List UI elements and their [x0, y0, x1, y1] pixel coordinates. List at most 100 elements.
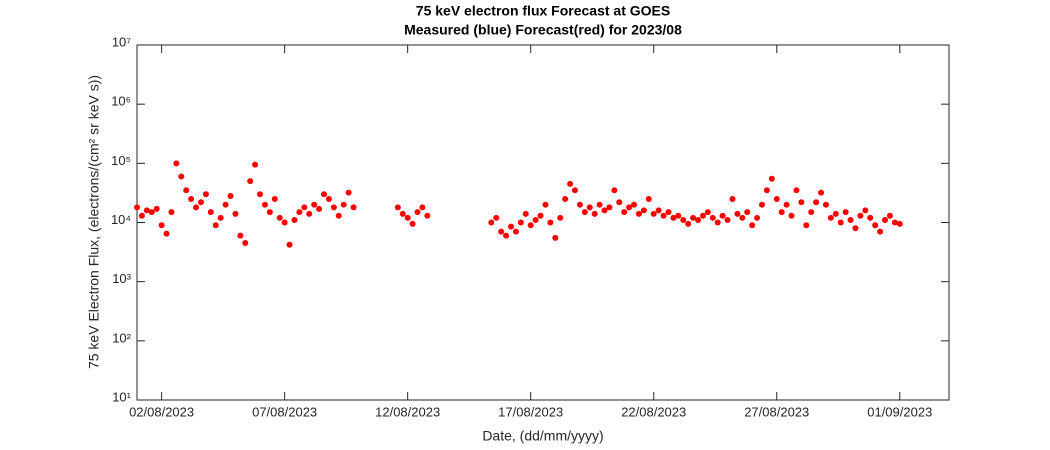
data-point [291, 217, 298, 224]
data-point [808, 209, 815, 216]
data-point [242, 240, 249, 247]
y-tick-label: 10¹ [112, 389, 131, 404]
data-point [709, 214, 716, 221]
data-point [699, 212, 706, 219]
data-point [581, 209, 588, 216]
data-point [178, 173, 185, 180]
chart-subtitle: Measured (blue) Forecast(red) for 2023/0… [404, 22, 682, 38]
data-point [286, 241, 293, 248]
data-point [803, 222, 810, 229]
data-point [818, 189, 825, 196]
data-point [591, 210, 598, 217]
y-tick-label: 10² [112, 330, 131, 345]
data-point [601, 207, 608, 214]
data-point [749, 222, 756, 229]
x-tick-label: 01/09/2023 [867, 404, 932, 419]
data-point [350, 204, 357, 211]
data-point [503, 232, 510, 239]
data-point [773, 195, 780, 202]
data-point [547, 219, 554, 226]
data-point [148, 209, 155, 216]
data-point [837, 219, 844, 226]
data-point [650, 210, 657, 217]
data-point [739, 214, 746, 221]
y-tick-label: 10⁴ [111, 212, 131, 227]
data-point [399, 210, 406, 217]
data-point [335, 212, 342, 219]
x-tick-label: 27/08/2023 [744, 404, 809, 419]
data-point [877, 228, 884, 235]
data-point [882, 217, 889, 224]
data-point [616, 199, 623, 206]
data-point [222, 201, 229, 208]
data-point [340, 201, 347, 208]
data-point [517, 219, 524, 226]
data-point [325, 195, 332, 202]
data-point [276, 214, 283, 221]
data-point [832, 210, 839, 217]
data-point [143, 207, 150, 214]
data-point [404, 214, 411, 221]
data-point [409, 220, 416, 227]
data-point [631, 201, 638, 208]
data-point [252, 161, 259, 168]
data-point [665, 209, 672, 216]
data-point [729, 195, 736, 202]
plot-frame [136, 44, 950, 401]
data-point [886, 212, 893, 219]
data-point [197, 199, 204, 206]
data-point [744, 209, 751, 216]
data-point [498, 228, 505, 235]
data-point [552, 234, 559, 241]
data-point [158, 222, 165, 229]
x-axis-label: Date, (dd/mm/yyyy) [482, 428, 603, 444]
data-point [719, 212, 726, 219]
data-point [296, 209, 303, 216]
data-point [586, 204, 593, 211]
data-point [606, 204, 613, 211]
data-point [542, 201, 549, 208]
y-tick-label: 10⁶ [111, 94, 131, 109]
data-point [330, 204, 337, 211]
data-point [493, 214, 500, 221]
data-point [488, 219, 495, 226]
y-tick-label: 10⁷ [112, 34, 131, 49]
data-point [227, 193, 234, 200]
data-point [394, 204, 401, 211]
data-point [626, 204, 633, 211]
data-point [724, 217, 731, 224]
data-point [852, 225, 859, 232]
data-point [788, 212, 795, 219]
data-point [690, 214, 697, 221]
data-point [537, 212, 544, 219]
data-point [237, 232, 244, 239]
data-point [567, 180, 574, 187]
data-point [183, 187, 190, 194]
data-point [635, 210, 642, 217]
data-point [827, 214, 834, 221]
data-point [872, 222, 879, 229]
data-point [138, 212, 145, 219]
data-point [758, 201, 765, 208]
data-point [173, 160, 180, 167]
data-point [522, 210, 529, 217]
data-point [857, 212, 864, 219]
data-point [571, 187, 578, 194]
data-point [763, 187, 770, 194]
data-point [345, 189, 352, 196]
data-point [557, 214, 564, 221]
data-point [695, 217, 702, 224]
data-point [134, 204, 140, 211]
y-tick-label: 10⁵ [111, 153, 131, 168]
data-point [842, 209, 849, 216]
data-point [645, 195, 652, 202]
data-point [311, 201, 318, 208]
data-point [261, 201, 268, 208]
data-point [207, 209, 214, 216]
chart-title: 75 keV electron flux Forecast at GOES [416, 3, 670, 19]
data-point [414, 209, 421, 216]
data-point [611, 187, 618, 194]
data-point [301, 204, 308, 211]
data-point [798, 199, 805, 206]
